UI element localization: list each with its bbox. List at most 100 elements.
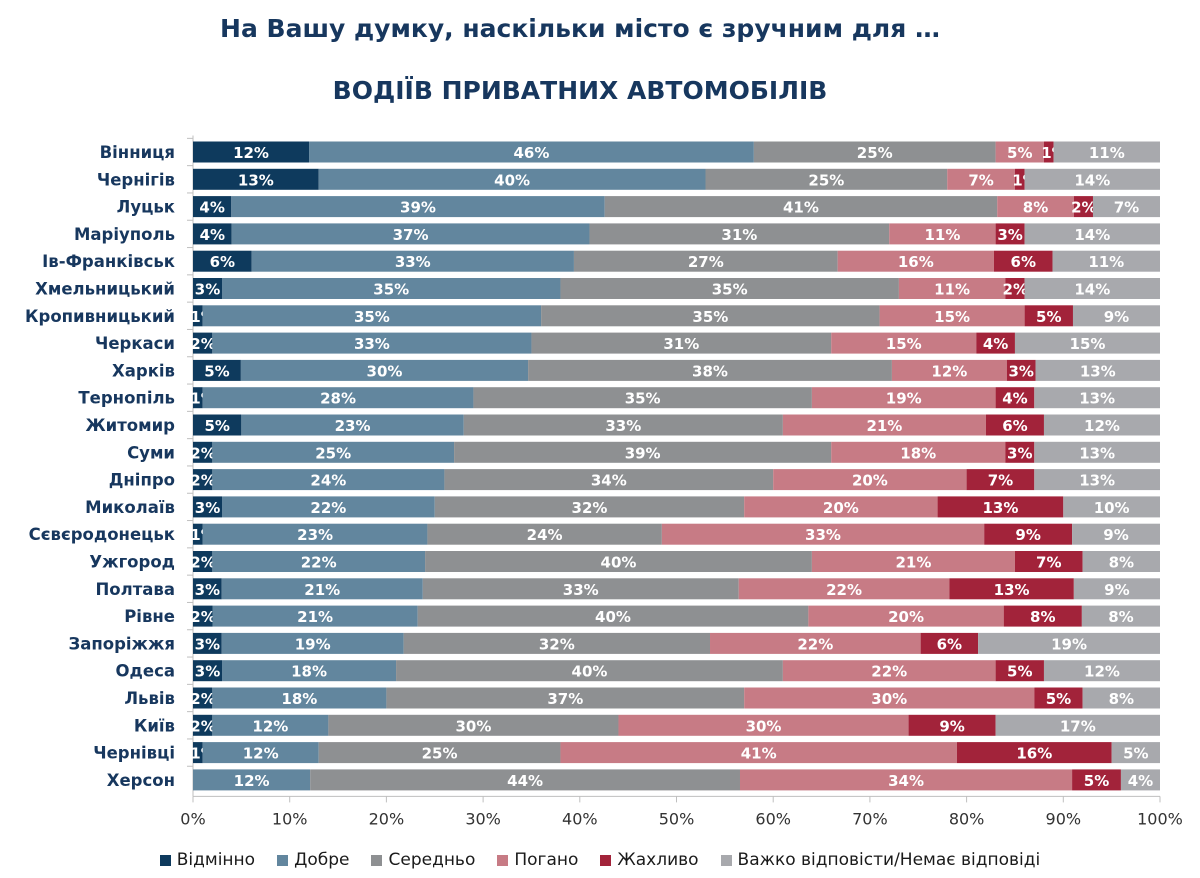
bar-segment bbox=[193, 278, 223, 299]
bar-segment bbox=[831, 332, 977, 354]
data-label: 11% bbox=[934, 281, 970, 299]
data-label: 3% bbox=[195, 281, 220, 299]
data-label: 5% bbox=[1007, 663, 1032, 681]
data-label: 15% bbox=[1070, 335, 1106, 353]
bar-segment bbox=[1003, 605, 1082, 627]
category-label: Маріуполь bbox=[74, 225, 175, 244]
legend-swatch bbox=[720, 854, 732, 866]
x-tick-label: 70% bbox=[852, 809, 888, 828]
category-label: Тернопіль bbox=[78, 389, 175, 408]
bar-segment bbox=[222, 278, 561, 299]
x-tick-label: 100% bbox=[1137, 809, 1183, 828]
data-label: 30% bbox=[871, 690, 907, 708]
data-label: 2% bbox=[190, 472, 215, 490]
data-label: 2% bbox=[190, 554, 215, 572]
bar-segment bbox=[949, 578, 1074, 600]
data-label: 19% bbox=[886, 390, 922, 408]
bar-segment bbox=[193, 332, 213, 354]
bar-segment bbox=[1072, 769, 1121, 791]
bar-segment bbox=[753, 141, 996, 163]
bar-segment bbox=[1072, 305, 1160, 327]
data-label: 35% bbox=[625, 390, 661, 408]
bar-segment bbox=[831, 441, 1006, 463]
bar-segment bbox=[898, 278, 1006, 299]
bar-segment bbox=[193, 496, 223, 518]
bar-segment bbox=[212, 551, 426, 572]
data-label: 22% bbox=[871, 663, 907, 681]
data-label: 2% bbox=[190, 690, 215, 708]
legend-label: Жахливо bbox=[617, 850, 699, 870]
bar-segment bbox=[589, 223, 890, 245]
bar-segment bbox=[995, 660, 1044, 682]
bar-segment bbox=[1043, 414, 1160, 436]
data-label: 33% bbox=[395, 253, 431, 271]
category-label: Чернівці bbox=[93, 744, 175, 763]
bar-segment bbox=[251, 250, 574, 272]
bar-segment bbox=[1043, 141, 1054, 163]
bar-segment bbox=[1082, 687, 1160, 709]
data-label: 2% bbox=[190, 335, 215, 353]
data-label: 21% bbox=[895, 554, 931, 572]
data-label: 21% bbox=[304, 581, 340, 599]
data-label: 4% bbox=[1128, 772, 1153, 790]
bar-segment bbox=[1092, 196, 1160, 218]
bar-segment bbox=[1034, 687, 1083, 709]
bar-segment bbox=[1024, 278, 1160, 299]
bar-segment bbox=[212, 687, 387, 709]
bar-segment bbox=[318, 742, 561, 764]
data-label: 13% bbox=[1079, 390, 1115, 408]
bar-segment bbox=[417, 605, 809, 627]
bar-segment bbox=[808, 605, 1004, 627]
data-label: 31% bbox=[663, 335, 699, 353]
bar-segment bbox=[744, 496, 938, 518]
bar-segment bbox=[956, 742, 1112, 764]
x-tick-label: 60% bbox=[755, 809, 791, 828]
bar-segment bbox=[1034, 469, 1160, 491]
bar-segment bbox=[1024, 223, 1160, 245]
x-tick-label: 40% bbox=[562, 809, 598, 828]
bar-segment bbox=[193, 414, 242, 436]
data-label: 39% bbox=[400, 199, 436, 217]
data-label: 14% bbox=[1074, 281, 1110, 299]
bar-segment bbox=[889, 223, 996, 245]
data-label: 8% bbox=[1108, 608, 1133, 626]
bar-segment bbox=[310, 769, 740, 791]
data-label: 22% bbox=[301, 554, 337, 572]
data-label: 33% bbox=[605, 417, 641, 435]
category-label: Сєвєродонецьк bbox=[29, 525, 175, 544]
bar-segment bbox=[976, 332, 1015, 354]
data-label: 14% bbox=[1074, 171, 1110, 189]
data-label: 39% bbox=[625, 444, 661, 462]
data-label: 40% bbox=[601, 554, 637, 572]
x-tick-label: 0% bbox=[180, 809, 205, 828]
data-label: 3% bbox=[195, 499, 220, 517]
bar-segment bbox=[193, 714, 213, 736]
x-tick-label: 30% bbox=[465, 809, 501, 828]
bar-segment bbox=[193, 441, 213, 463]
category-label: Одеса bbox=[116, 662, 175, 681]
bar-segment bbox=[1072, 523, 1160, 545]
bar-segment bbox=[993, 250, 1053, 272]
data-label: 24% bbox=[527, 526, 563, 544]
chart-title: На Вашу думку, наскільки місто є зручним… bbox=[220, 14, 940, 43]
bar-segment bbox=[531, 332, 832, 354]
bar-segment bbox=[573, 250, 838, 272]
bar-segment bbox=[222, 496, 435, 518]
data-label: 18% bbox=[291, 663, 327, 681]
bar-segment bbox=[221, 578, 423, 600]
bar-segment bbox=[403, 632, 711, 654]
legend-label: Відмінно bbox=[176, 850, 256, 870]
legend-label: Погано bbox=[514, 850, 579, 870]
data-label: 17% bbox=[1060, 717, 1096, 735]
bar-segment bbox=[710, 632, 921, 654]
category-label: Хмельницький bbox=[35, 280, 175, 299]
data-label: 23% bbox=[335, 417, 371, 435]
data-label: 35% bbox=[373, 281, 409, 299]
bar-segment bbox=[202, 523, 428, 545]
data-label: 14% bbox=[1074, 226, 1110, 244]
data-label: 30% bbox=[455, 717, 491, 735]
legend-swatch bbox=[277, 854, 289, 866]
data-label: 10% bbox=[1094, 499, 1130, 517]
data-label: 32% bbox=[572, 499, 608, 517]
category-label: Харків bbox=[112, 361, 175, 380]
